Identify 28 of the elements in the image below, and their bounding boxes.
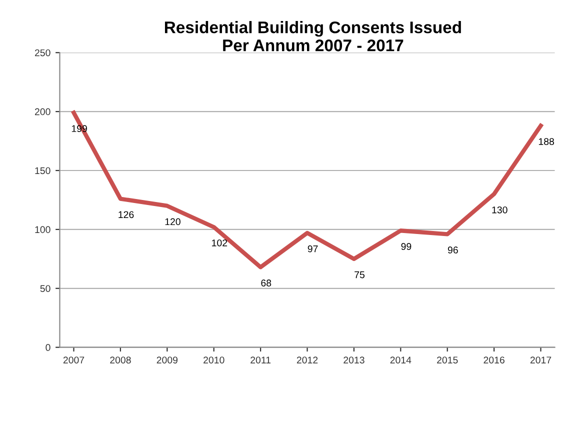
y-tick-label: 250 (34, 49, 50, 56)
y-tick-label: 200 (34, 108, 50, 116)
x-tick-label: 2013 (344, 356, 364, 364)
x-tick-label: 2010 (204, 356, 224, 364)
x-tick-label: 2009 (156, 356, 178, 364)
data-label: 130 (492, 206, 508, 214)
data-label: 75 (354, 271, 365, 278)
y-tick-label: 0 (46, 344, 50, 351)
data-label: 99 (401, 243, 412, 250)
y-tick-label: 100 (35, 226, 50, 234)
x-tick-label: 2011 (250, 356, 271, 364)
data-label: 68 (261, 280, 272, 286)
x-tick-label: 2014 (390, 356, 412, 364)
data-label: 188 (538, 138, 554, 145)
y-tick-label: 150 (35, 167, 50, 174)
x-tick-label: 2017 (530, 356, 552, 364)
data-label: 97 (308, 245, 318, 252)
y-tick-label: 50 (40, 285, 50, 292)
x-tick-label: 2008 (110, 356, 131, 364)
data-label: 120 (165, 218, 180, 226)
x-tick-label: 2016 (484, 356, 504, 364)
x-tick-label: 2015 (437, 356, 458, 364)
data-label: 102 (212, 239, 228, 246)
x-tick-label: 2012 (296, 356, 318, 364)
chart-title: Residential Building Consents Issued Per Annum 2007 - 2017 (164, 21, 461, 52)
data-label: 96 (448, 246, 458, 254)
x-tick-label: 2007 (63, 356, 84, 364)
data-label: 126 (118, 211, 134, 218)
